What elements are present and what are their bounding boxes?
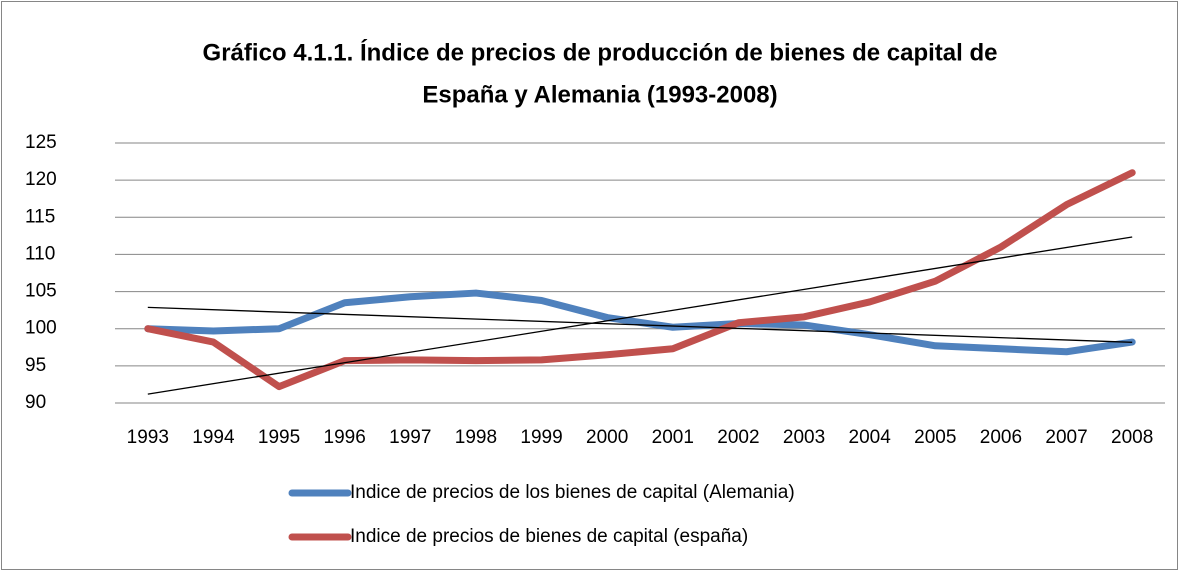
x-tick-label: 2006: [980, 427, 1022, 448]
y-tick-label: 115: [25, 206, 55, 227]
trendline: [147, 306, 1133, 343]
y-tick-label: 110: [25, 243, 55, 264]
x-tick-label: 1994: [192, 427, 235, 448]
chart-title: Gráfico 4.1.1. Índice de precios de prod…: [203, 38, 998, 66]
chart-title: España y Alemania (1993-2008): [422, 81, 777, 108]
x-tick-label: 2007: [1045, 427, 1087, 448]
y-tick-label: 105: [25, 281, 57, 302]
x-tick-label: 1993: [127, 427, 169, 448]
series-line: [144, 289, 1136, 356]
x-tick-label: 2000: [586, 427, 628, 448]
y-tick-label: 100: [25, 318, 57, 339]
y-tick-label: 120: [25, 169, 57, 190]
x-tick-label: 2003: [783, 427, 825, 448]
x-tick-label: 2008: [1111, 427, 1153, 448]
y-tick-label: 90: [25, 392, 46, 413]
y-tick-label: 125: [25, 132, 57, 153]
x-tick-label: 2002: [717, 427, 759, 448]
legend-label: Indice de precios de bienes de capital (…: [350, 526, 748, 547]
x-tick-label: 1998: [455, 427, 497, 448]
x-tick-label: 1999: [520, 427, 562, 448]
trendline: [147, 236, 1133, 395]
y-tick-label: 95: [25, 355, 46, 376]
x-tick-label: 1996: [324, 427, 366, 448]
x-tick-label: 2005: [914, 427, 956, 448]
x-tick-label: 2001: [652, 427, 694, 448]
x-tick-label: 1995: [258, 427, 300, 448]
x-tick-label: 1997: [389, 427, 431, 448]
legend-label: Indice de precios de los bienes de capit…: [350, 482, 795, 503]
series-line: [144, 169, 1136, 391]
x-tick-label: 2004: [849, 427, 892, 448]
